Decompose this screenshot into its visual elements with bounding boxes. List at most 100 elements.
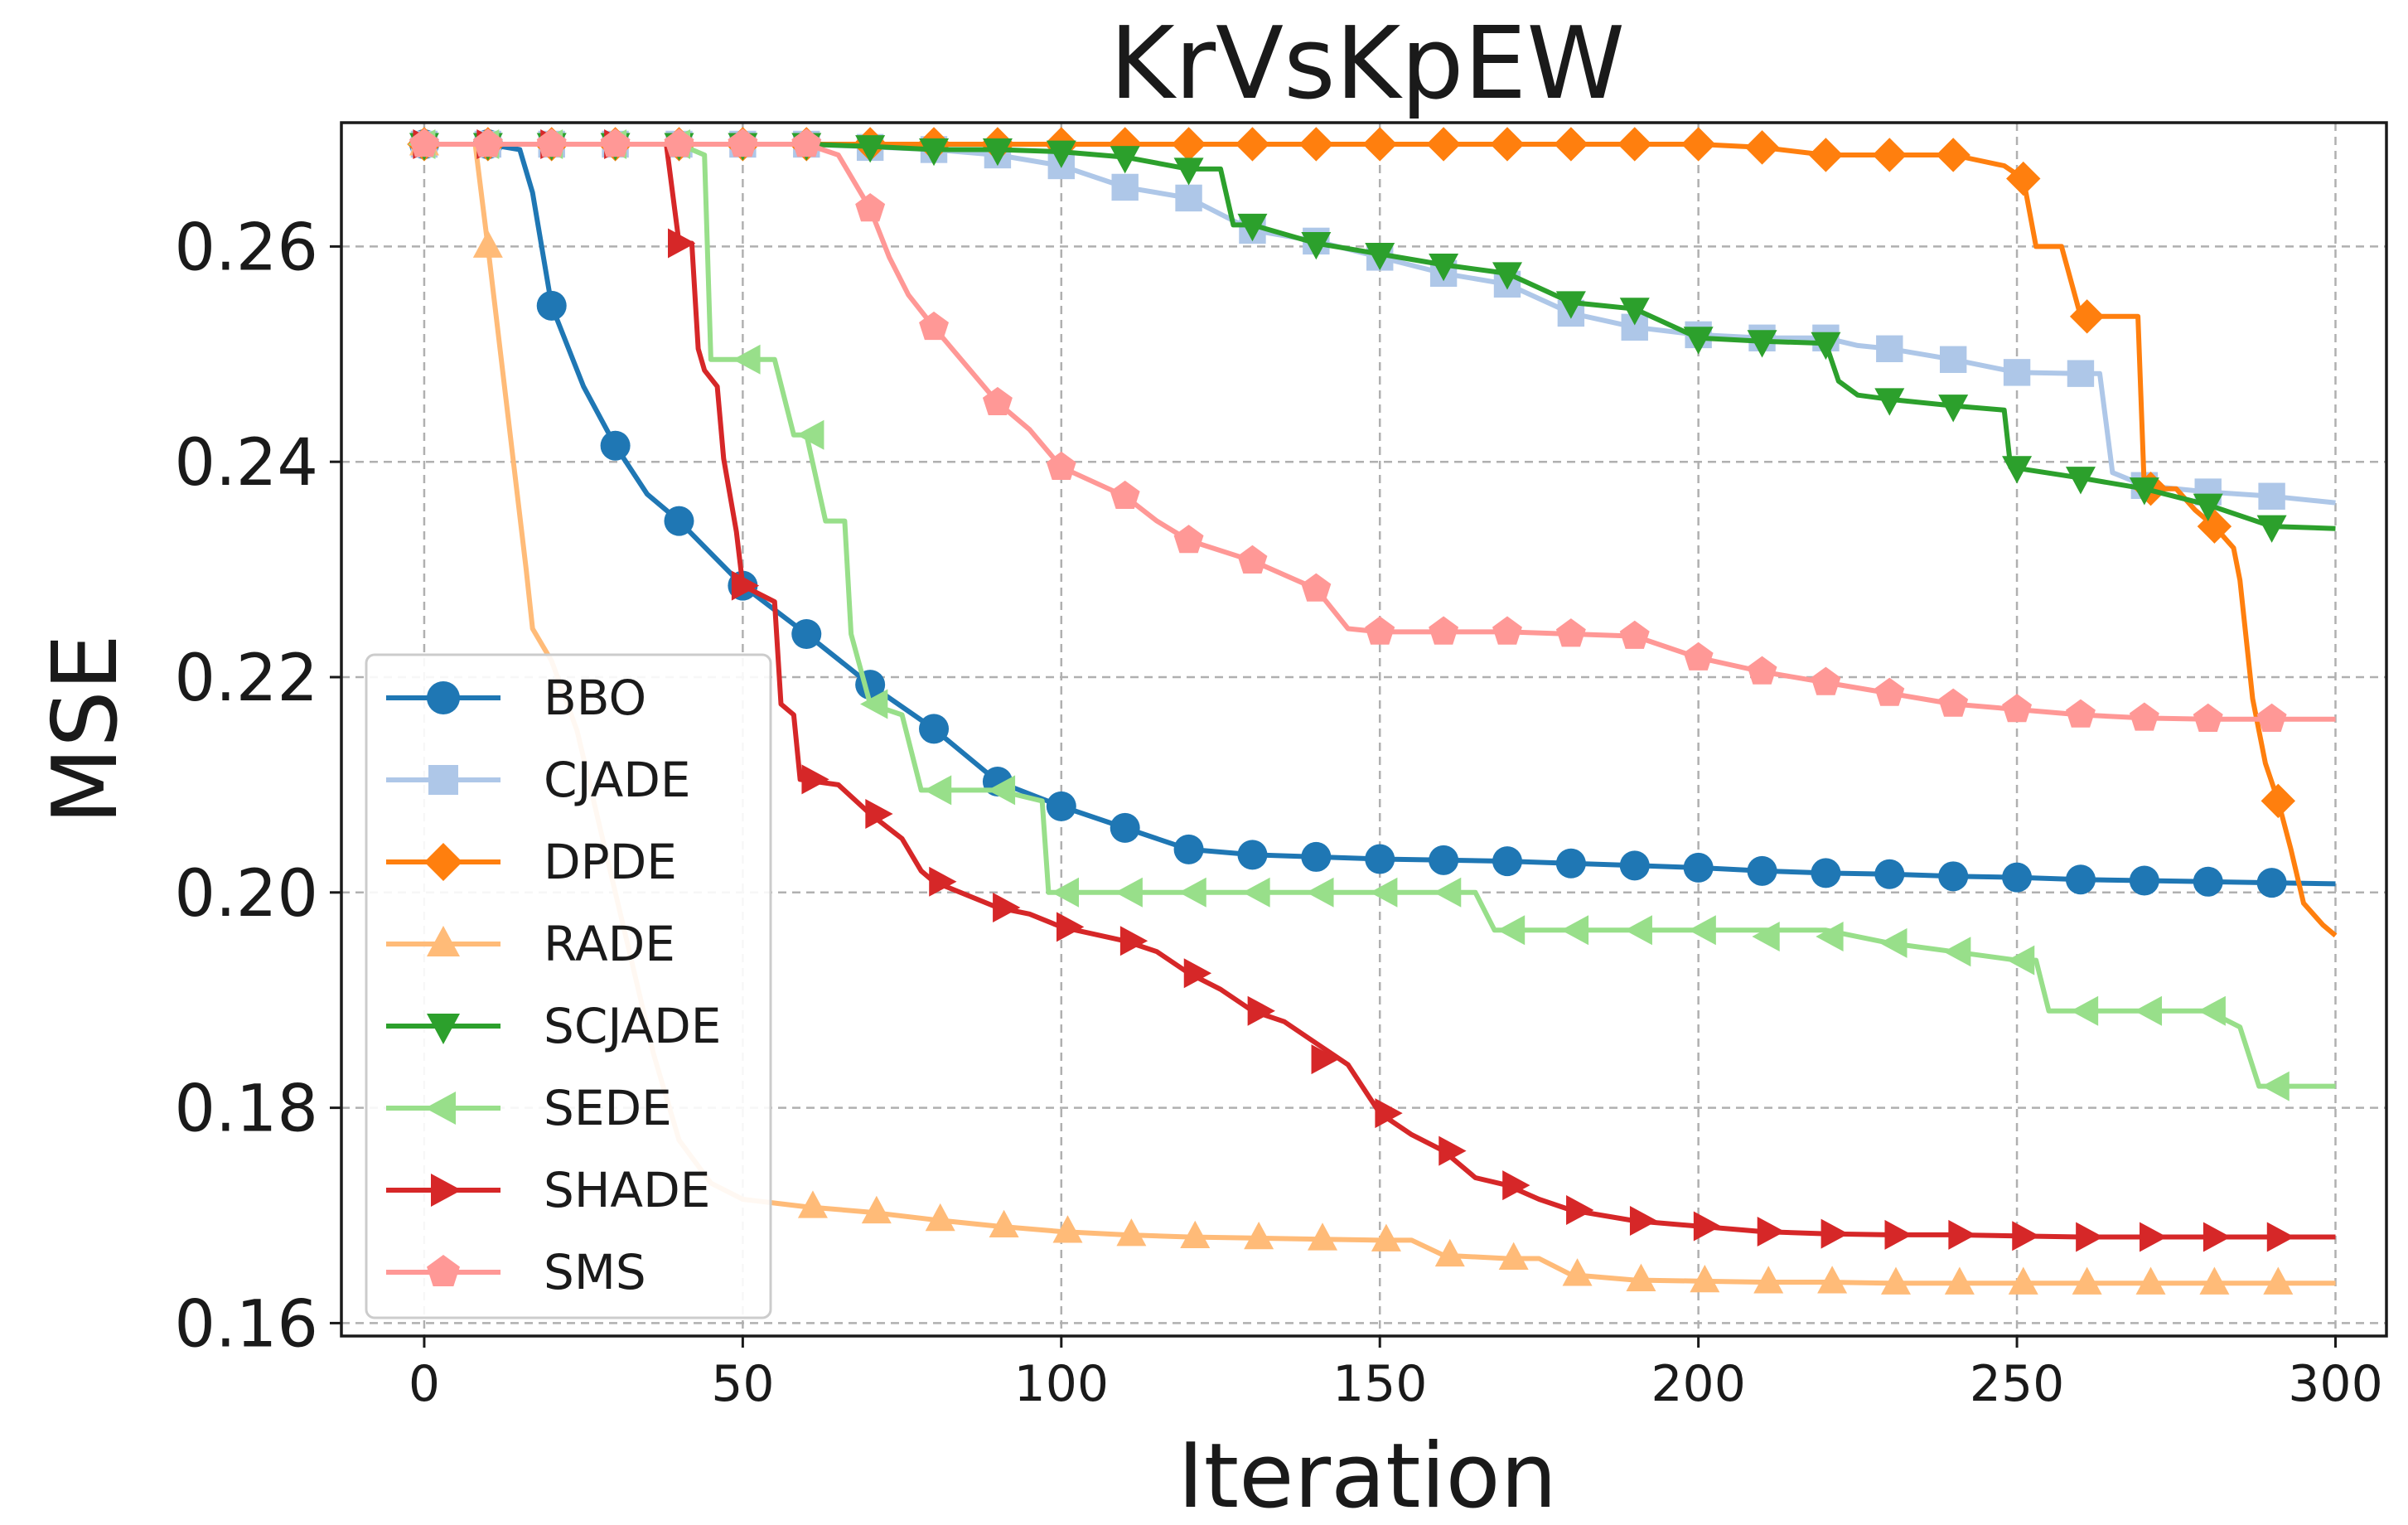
data-point-shade	[1056, 912, 1085, 942]
data-point-bbo	[1301, 841, 1332, 872]
data-point-sede	[2261, 1071, 2290, 1101]
data-point-shade	[2140, 1222, 2168, 1252]
data-point-dpde	[1936, 138, 1970, 172]
data-point-dpde	[1298, 127, 1334, 162]
series-line-shade	[424, 142, 2336, 1240]
legend-label-shade: SHADE	[544, 1162, 710, 1218]
axis-ticks: 0 50 100 150 200 250 300 0.16 0.18 0.20 0.22 0.24 0.…	[174, 211, 2382, 1413]
data-point-sms	[1683, 641, 1714, 671]
data-point-dpde	[1426, 127, 1461, 162]
data-point-sms	[2002, 694, 2033, 723]
data-point-rade	[1371, 1223, 1401, 1251]
data-point-dpde	[1872, 138, 1907, 172]
data-point-sms	[1747, 656, 1777, 685]
data-point-rade	[1880, 1266, 1911, 1295]
series-sms	[409, 128, 2336, 732]
series-cjade	[410, 130, 2336, 510]
data-point-shade	[1375, 1098, 1403, 1129]
data-point-scjade	[1301, 231, 1332, 260]
data-point-bbo	[536, 290, 567, 321]
data-point-rade	[1626, 1263, 1656, 1291]
legend-entry-dpde: DPDE	[386, 834, 677, 890]
data-point-sede	[796, 419, 824, 450]
data-point-shade	[1502, 1170, 1530, 1201]
data-point-rade	[1753, 1266, 1784, 1294]
data-point-sms	[664, 128, 694, 157]
y-tick-label: 0.20	[174, 857, 318, 932]
data-point-shade	[1629, 1206, 1658, 1237]
data-point-sede	[1178, 877, 1206, 908]
plot-frame	[340, 121, 2388, 1338]
data-point-shade	[1821, 1218, 1849, 1249]
data-point-sms	[1110, 480, 1140, 510]
legend-entry-cjade: CJADE	[386, 752, 691, 808]
data-point-bbo	[2256, 868, 2287, 898]
data-point-sms	[728, 128, 758, 157]
data-point-shade	[1311, 1044, 1339, 1075]
legend-marker-cjade	[428, 765, 458, 795]
data-point-bbo	[1938, 861, 1969, 892]
data-point-sms	[791, 128, 822, 157]
data-point-rade	[797, 1190, 828, 1218]
data-point-bbo	[2129, 865, 2159, 896]
data-point-sms	[919, 311, 950, 341]
data-point-rade	[1817, 1266, 1848, 1294]
data-point-sede	[1497, 915, 1526, 946]
data-point-bbo	[1110, 812, 1140, 843]
data-point-rade	[2072, 1266, 2102, 1295]
data-point-bbo	[1365, 844, 1395, 874]
data-point-rade	[2135, 1266, 2166, 1295]
data-point-sms	[536, 128, 567, 157]
y-tick-label: 0.16	[174, 1287, 318, 1362]
data-point-shade	[2266, 1222, 2295, 1252]
legend-marker-sms	[427, 1255, 460, 1286]
data-point-sede	[1370, 877, 1398, 908]
legend-entry-scjade: SCJADE	[386, 998, 721, 1054]
data-point-scjade	[1555, 291, 1586, 319]
data-point-rade	[989, 1209, 1019, 1237]
data-point-bbo	[1555, 848, 1586, 879]
data-point-bbo	[1874, 859, 1905, 889]
data-point-scjade	[919, 138, 950, 167]
data-point-sms	[1365, 616, 1395, 645]
data-point-scjade	[2193, 493, 2223, 521]
y-tick-label: 0.26	[174, 211, 318, 285]
data-point-shade	[801, 764, 829, 795]
data-point-dpde	[1362, 127, 1397, 162]
data-point-dpde	[1171, 127, 1206, 162]
data-point-sms	[472, 128, 503, 157]
data-point-rade	[1944, 1266, 1975, 1295]
data-point-shade	[667, 228, 696, 259]
data-point-rade	[861, 1195, 892, 1224]
data-point-sede	[733, 344, 761, 375]
data-point-bbo	[2065, 864, 2096, 895]
series-line-sms	[424, 142, 2336, 722]
data-point-sede	[923, 775, 952, 806]
data-point-rade	[1308, 1222, 1338, 1251]
data-point-shade	[1566, 1195, 1594, 1226]
legend-marker-sede	[425, 1092, 456, 1125]
data-point-dpde	[1617, 127, 1652, 162]
data-point-sede	[1688, 915, 1716, 946]
data-point-shade	[1439, 1135, 1467, 1166]
data-point-sede	[860, 689, 888, 719]
data-point-sms	[855, 193, 886, 222]
data-point-bbo	[600, 430, 631, 461]
data-point-scjade	[1811, 332, 1841, 361]
series-line-cjade	[424, 142, 2336, 506]
data-point-scjade	[2129, 477, 2159, 506]
data-point-bbo	[1492, 846, 1522, 877]
data-point-sede	[1115, 877, 1143, 908]
data-point-dpde	[1680, 127, 1716, 162]
data-point-rade	[472, 230, 503, 258]
data-point-bbo	[664, 506, 694, 536]
data-point-sms	[600, 128, 631, 157]
data-point-sms	[1555, 618, 1586, 647]
data-point-bbo	[1683, 852, 1714, 883]
legend-label-rade: RADE	[544, 916, 675, 972]
legend-label-dpde: DPDE	[544, 834, 677, 890]
data-point-scjade	[1110, 146, 1140, 174]
data-point-rade	[1434, 1238, 1465, 1267]
data-point-sms	[2129, 702, 2159, 731]
